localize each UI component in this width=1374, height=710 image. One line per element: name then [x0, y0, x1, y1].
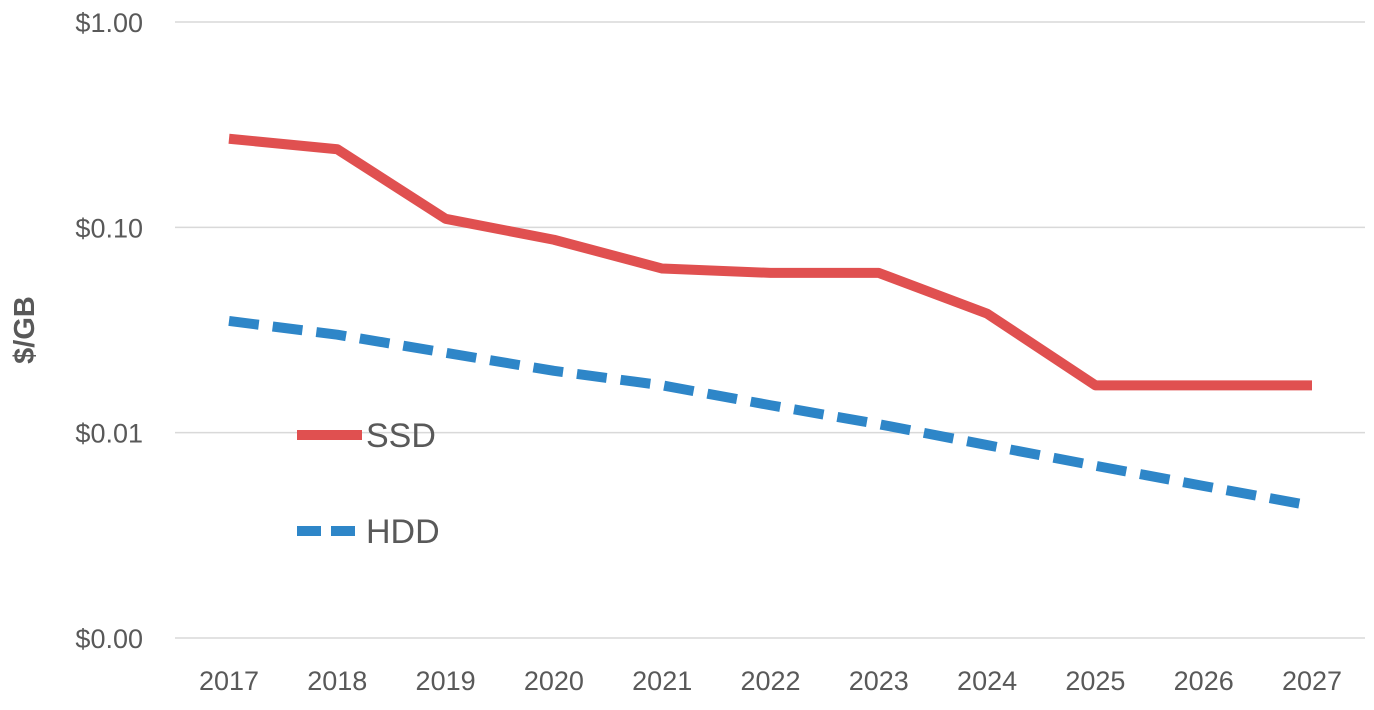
x-tick-label: 2021 — [632, 666, 692, 696]
series-line-ssd — [228, 133, 1312, 391]
x-tick-label: 2026 — [1174, 666, 1234, 696]
x-tick-label: 2020 — [524, 666, 584, 696]
legend-label-hdd: HDD — [366, 513, 440, 551]
x-tick-label: 2025 — [1065, 666, 1125, 696]
y-axis-title: $/GB — [9, 296, 41, 364]
gridlines — [175, 21, 1365, 639]
series-lines — [228, 133, 1313, 511]
x-tick-label: 2022 — [740, 666, 800, 696]
y-tick-label: $0.10 — [75, 213, 143, 243]
legend-label-ssd: SSD — [366, 417, 436, 455]
y-tick-label: $1.00 — [75, 8, 143, 38]
y-tick-label: $0.01 — [75, 419, 143, 449]
x-tick-label: 2019 — [416, 666, 476, 696]
x-tick-label: 2023 — [849, 666, 909, 696]
y-tick-labels: $1.00 $0.10 $0.01 $0.00 — [75, 8, 143, 654]
x-tick-label: 2024 — [957, 666, 1017, 696]
x-tick-label: 2027 — [1282, 666, 1342, 696]
x-tick-label: 2017 — [199, 666, 259, 696]
series-line-hdd — [228, 315, 1313, 511]
legend: SSD HDD — [297, 417, 440, 551]
x-tick-label: 2018 — [307, 666, 367, 696]
y-tick-label: $0.00 — [75, 624, 143, 654]
x-tick-labels: 2017 2018 2019 2020 2021 2022 2023 2024 2025 2026… — [199, 666, 1342, 696]
